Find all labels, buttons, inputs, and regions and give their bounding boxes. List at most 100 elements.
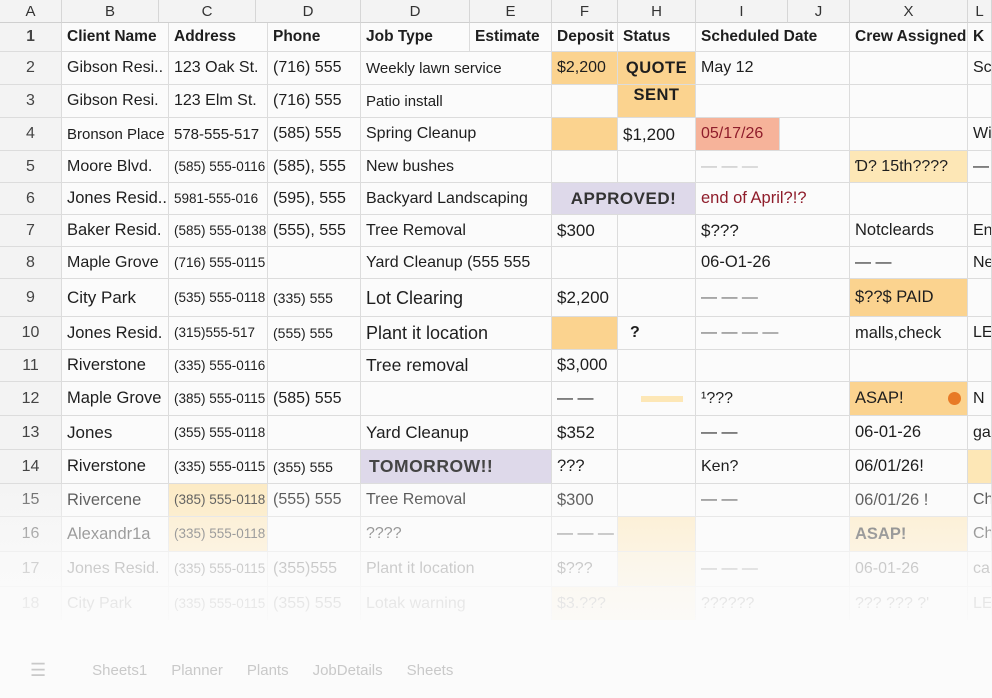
- job-type-cell[interactable]: Lot Clearing: [361, 279, 552, 316]
- status-cell[interactable]: [618, 416, 696, 449]
- sheet-tab[interactable]: Plants: [246, 661, 289, 679]
- client-name-cell[interactable]: Jones Resid.: [62, 552, 169, 586]
- job-type-cell[interactable]: Tree removal: [361, 350, 552, 381]
- status-cell[interactable]: [618, 247, 696, 278]
- row-number[interactable]: 13: [0, 416, 62, 449]
- phone-cell[interactable]: (355)555: [268, 552, 361, 586]
- client-name-cell[interactable]: Rivercene: [62, 484, 169, 516]
- status-cell[interactable]: [618, 279, 696, 316]
- phone-cell[interactable]: (716) 555: [268, 85, 361, 117]
- client-name-cell[interactable]: Alexandr1a: [62, 517, 169, 551]
- job-type-cell[interactable]: Plant it location: [361, 317, 552, 349]
- status-cell[interactable]: [618, 517, 696, 551]
- header-client-name[interactable]: Client Name: [62, 23, 169, 51]
- scheduled-date-cell[interactable]: — — —: [696, 552, 850, 586]
- crew-cell[interactable]: — —: [850, 247, 968, 278]
- phone-cell[interactable]: (585) 555: [268, 382, 361, 415]
- approved-badge[interactable]: APPROVED!: [552, 183, 696, 214]
- client-name-cell[interactable]: Moore Blvd.: [62, 151, 169, 182]
- scheduled-date-cell[interactable]: [696, 350, 850, 381]
- deposit-cell[interactable]: [552, 151, 618, 182]
- scheduled-date-cell[interactable]: — — — —: [696, 317, 850, 349]
- scheduled-date-cell[interactable]: 06-O1-26: [696, 247, 850, 278]
- crew-cell[interactable]: [850, 183, 968, 214]
- deposit-cell[interactable]: [552, 85, 618, 117]
- row-number[interactable]: 8: [0, 247, 62, 278]
- phone-cell[interactable]: (555), 555: [268, 215, 361, 246]
- crew-cell[interactable]: ASAP!: [850, 517, 968, 551]
- header-deposit[interactable]: Deposit: [552, 23, 618, 51]
- scheduled-date-cell[interactable]: end of April?!?: [696, 183, 850, 214]
- header-k[interactable]: K: [968, 23, 992, 51]
- crew-cell[interactable]: [850, 118, 968, 150]
- k-cell[interactable]: —: [968, 151, 992, 182]
- status-cell[interactable]: [618, 350, 696, 381]
- address-cell[interactable]: (585) 555-0138: [169, 215, 268, 246]
- row-number[interactable]: 5: [0, 151, 62, 182]
- phone-cell[interactable]: (585) 555: [268, 118, 361, 150]
- deposit-cell[interactable]: [552, 247, 618, 278]
- job-type-cell[interactable]: Yard Cleanup: [361, 416, 552, 449]
- client-name-cell[interactable]: Riverstone: [62, 350, 169, 381]
- k-cell[interactable]: ga: [968, 416, 992, 449]
- k-cell[interactable]: Ne: [968, 247, 992, 278]
- header-scheduled-date[interactable]: Scheduled Date: [696, 23, 850, 51]
- job-type-cell[interactable]: Lotak warning: [361, 587, 552, 620]
- scheduled-date-spill-cell[interactable]: [780, 118, 850, 150]
- client-name-cell[interactable]: Gibson Resi.: [62, 85, 169, 117]
- header-status[interactable]: Status: [618, 23, 696, 51]
- column-header-f[interactable]: F: [552, 0, 618, 23]
- crew-cell[interactable]: ASAP!: [850, 382, 968, 415]
- status-cell[interactable]: SENT: [618, 85, 696, 117]
- sheet-list-menu-icon[interactable]: ☰: [30, 659, 47, 680]
- column-header-h[interactable]: H: [618, 0, 696, 23]
- phone-cell[interactable]: [268, 247, 361, 278]
- scheduled-date-cell[interactable]: $???: [696, 215, 850, 246]
- address-cell[interactable]: (335) 555-0115: [169, 552, 268, 586]
- crew-cell[interactable]: [850, 350, 968, 381]
- column-header-l[interactable]: L: [968, 0, 992, 23]
- sheet-tab[interactable]: Sheets1: [92, 661, 148, 679]
- job-type-cell[interactable]: Plant it location: [361, 552, 552, 586]
- address-cell[interactable]: 5981-555-016: [169, 183, 268, 214]
- client-name-cell[interactable]: Baker Resid.: [62, 215, 169, 246]
- crew-cell[interactable]: 06-01-26: [850, 416, 968, 449]
- header-job-type[interactable]: Job Type: [361, 23, 470, 51]
- header-phone[interactable]: Phone: [268, 23, 361, 51]
- address-cell[interactable]: (535) 555-0118: [169, 279, 268, 316]
- job-type-cell[interactable]: Yard Cleanup (555 555: [361, 247, 552, 278]
- deposit-cell[interactable]: — — —: [552, 517, 618, 551]
- phone-cell[interactable]: (585), 555: [268, 151, 361, 182]
- deposit-cell[interactable]: [552, 118, 618, 150]
- row-number[interactable]: 2: [0, 52, 62, 84]
- phone-cell[interactable]: (335) 555: [268, 279, 361, 316]
- crew-cell[interactable]: 06/01/26 !: [850, 484, 968, 516]
- column-header-d2[interactable]: D: [361, 0, 470, 23]
- header-crew-assigned[interactable]: Crew Assigned: [850, 23, 968, 51]
- client-name-cell[interactable]: City Park: [62, 587, 169, 620]
- column-header-c[interactable]: C: [159, 0, 256, 23]
- crew-cell[interactable]: Notcleards: [850, 215, 968, 246]
- scheduled-date-cell[interactable]: May 12: [696, 52, 850, 84]
- address-cell[interactable]: 123 Oak St.: [169, 52, 268, 84]
- phone-cell[interactable]: [268, 416, 361, 449]
- k-cell[interactable]: Ch: [968, 517, 992, 551]
- status-cell[interactable]: [618, 151, 696, 182]
- row-number[interactable]: 3: [0, 85, 62, 117]
- row-number[interactable]: 17: [0, 552, 62, 586]
- status-cell[interactable]: [618, 450, 696, 483]
- k-cell[interactable]: [968, 350, 992, 381]
- column-header-x[interactable]: X: [850, 0, 968, 23]
- column-header-i[interactable]: I: [696, 0, 788, 23]
- k-cell[interactable]: [968, 85, 992, 117]
- status-cell[interactable]: [618, 382, 696, 415]
- k-cell[interactable]: LE: [968, 317, 992, 349]
- k-cell[interactable]: N: [968, 382, 992, 415]
- scheduled-date-cell[interactable]: — —: [696, 416, 850, 449]
- row-number[interactable]: 15: [0, 484, 62, 516]
- row-number[interactable]: 9: [0, 279, 62, 316]
- address-cell[interactable]: (385) 555-0118: [169, 484, 268, 516]
- scheduled-date-cell[interactable]: Ken?: [696, 450, 850, 483]
- address-cell[interactable]: (355) 555-0118: [169, 416, 268, 449]
- phone-cell[interactable]: (595), 555: [268, 183, 361, 214]
